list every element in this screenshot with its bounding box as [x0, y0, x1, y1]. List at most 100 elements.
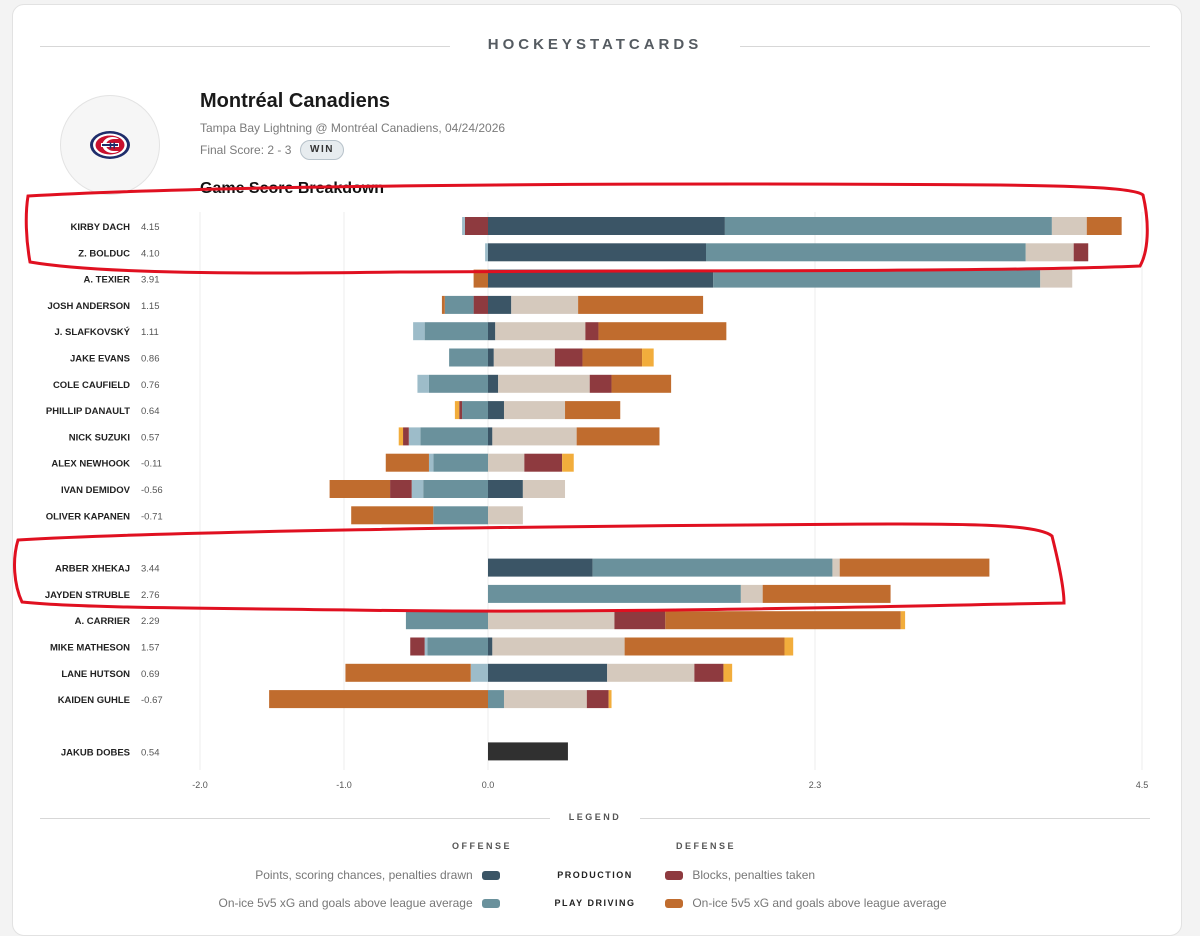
- bar-segment: [488, 453, 525, 472]
- bar-segment: [424, 637, 428, 656]
- player-score: 1.11: [141, 327, 159, 338]
- player-score: 1.15: [141, 301, 160, 312]
- bar-segment: [784, 637, 794, 656]
- player-score: -0.56: [141, 485, 163, 496]
- bar-segment: [839, 558, 990, 577]
- legend-play-driving-offense-label: On-ice 5v5 xG and goals above league ave…: [218, 896, 473, 910]
- legend-production-offense: Points, scoring chances, penalties drawn: [255, 868, 500, 882]
- bar-segment: [723, 663, 733, 682]
- bar-segment: [614, 611, 666, 630]
- team-name: Montréal Canadiens: [200, 90, 391, 112]
- bar-segment: [390, 480, 412, 498]
- bar-segment: [578, 295, 704, 314]
- bar-segment: [403, 427, 409, 446]
- bar-segment: [473, 269, 488, 288]
- bar-segment: [488, 322, 496, 341]
- player-name: COLE CAUFIELD: [53, 380, 130, 391]
- bar-segment: [449, 348, 488, 367]
- x-tick-label: -2.0: [192, 780, 208, 790]
- bar-segment: [488, 611, 615, 630]
- bar-segment: [424, 322, 488, 341]
- bar-segment: [269, 690, 488, 709]
- bar-segment: [608, 690, 612, 709]
- bar-segment: [576, 427, 660, 446]
- brand-header: HOCKEYSTATCARDS: [40, 36, 1150, 58]
- legend-play-driving-defense: On-ice 5v5 xG and goals above league ave…: [665, 896, 947, 910]
- player-name: MIKE MATHESON: [50, 643, 130, 654]
- bar-segment: [385, 453, 429, 472]
- bar-segment: [488, 348, 494, 367]
- bar-segment: [1073, 243, 1089, 262]
- canadiens-logo-icon: H: [90, 131, 130, 159]
- bar-segment: [485, 243, 488, 262]
- bar-segment: [462, 401, 488, 420]
- bar-segment: [762, 584, 891, 603]
- bar-segment: [488, 690, 504, 709]
- bar-segment: [433, 506, 488, 525]
- player-score: 4.10: [141, 248, 160, 259]
- bar-segment: [493, 348, 555, 367]
- bar-segment: [488, 295, 512, 314]
- team-logo: H: [60, 95, 160, 195]
- legend-defense-header: DEFENSE: [676, 841, 737, 851]
- bar-segment: [462, 217, 465, 235]
- brand-title: HOCKEYSTATCARDS: [487, 36, 703, 53]
- bar-segment: [1051, 217, 1087, 235]
- legend-swatch-production-defense: [665, 871, 683, 881]
- bar-segment: [441, 295, 445, 314]
- player-name: LANE HUTSON: [61, 669, 130, 680]
- bar-segment: [582, 348, 643, 367]
- bar-segment: [488, 374, 499, 393]
- player-score: 0.64: [141, 406, 160, 417]
- player-name: JAKUB DOBES: [61, 747, 130, 758]
- bar-segment: [565, 401, 621, 420]
- game-matchup: Tampa Bay Lightning @ Montréal Canadiens…: [200, 121, 506, 135]
- legend-divider-left: [40, 818, 550, 819]
- player-name: KIRBY DACH: [71, 222, 131, 233]
- player-name: PHILLIP DANAULT: [46, 406, 130, 417]
- bar-segment: [665, 611, 901, 630]
- player-score: 3.91: [141, 275, 160, 286]
- legend-production-defense-label: Blocks, penalties taken: [692, 868, 816, 882]
- bar-segment: [459, 401, 463, 420]
- bar-segment: [1086, 217, 1122, 235]
- bar-segment: [1040, 269, 1073, 288]
- bar-segment: [589, 374, 612, 393]
- stat-card: [12, 4, 1182, 936]
- bar-segment: [345, 663, 471, 682]
- bar-segment: [522, 480, 566, 498]
- bar-segment: [427, 637, 488, 656]
- bar-segment: [488, 584, 741, 603]
- result-badge: WIN: [300, 140, 344, 160]
- legend-category-production: PRODUCTION: [557, 870, 633, 880]
- player-name: Z. BOLDUC: [78, 248, 130, 259]
- player-name: NICK SUZUKI: [69, 432, 130, 443]
- bar-segment: [488, 427, 493, 446]
- bar-segment: [492, 427, 577, 446]
- bar-segment: [473, 295, 488, 314]
- player-name: J. SLAFKOVSKÝ: [55, 326, 131, 338]
- x-tick-label: 2.3: [809, 780, 822, 790]
- player-name: IVAN DEMIDOV: [61, 485, 131, 496]
- bar-segment: [585, 322, 599, 341]
- bar-segment: [562, 453, 574, 472]
- player-score: -0.11: [141, 459, 162, 470]
- bar-segment: [428, 374, 488, 393]
- legend-production-offense-label: Points, scoring chances, penalties drawn: [255, 868, 473, 882]
- player-score: 0.54: [141, 747, 160, 758]
- bar-segment: [417, 374, 429, 393]
- bar-segment: [423, 480, 488, 498]
- svg-text:H: H: [109, 142, 116, 151]
- bar-segment: [832, 558, 840, 577]
- bar-segment: [586, 690, 609, 709]
- bar-segment: [398, 427, 404, 446]
- player-score: 3.44: [141, 564, 160, 575]
- bar-segment: [694, 663, 724, 682]
- bar-segment: [503, 690, 587, 709]
- player-score: 2.76: [141, 590, 160, 601]
- bar-segment: [411, 480, 424, 498]
- legend-swatch-play-driving-offense: [482, 899, 500, 909]
- bar-segment: [554, 348, 583, 367]
- bar-segment: [900, 611, 906, 630]
- bar-segment: [607, 663, 695, 682]
